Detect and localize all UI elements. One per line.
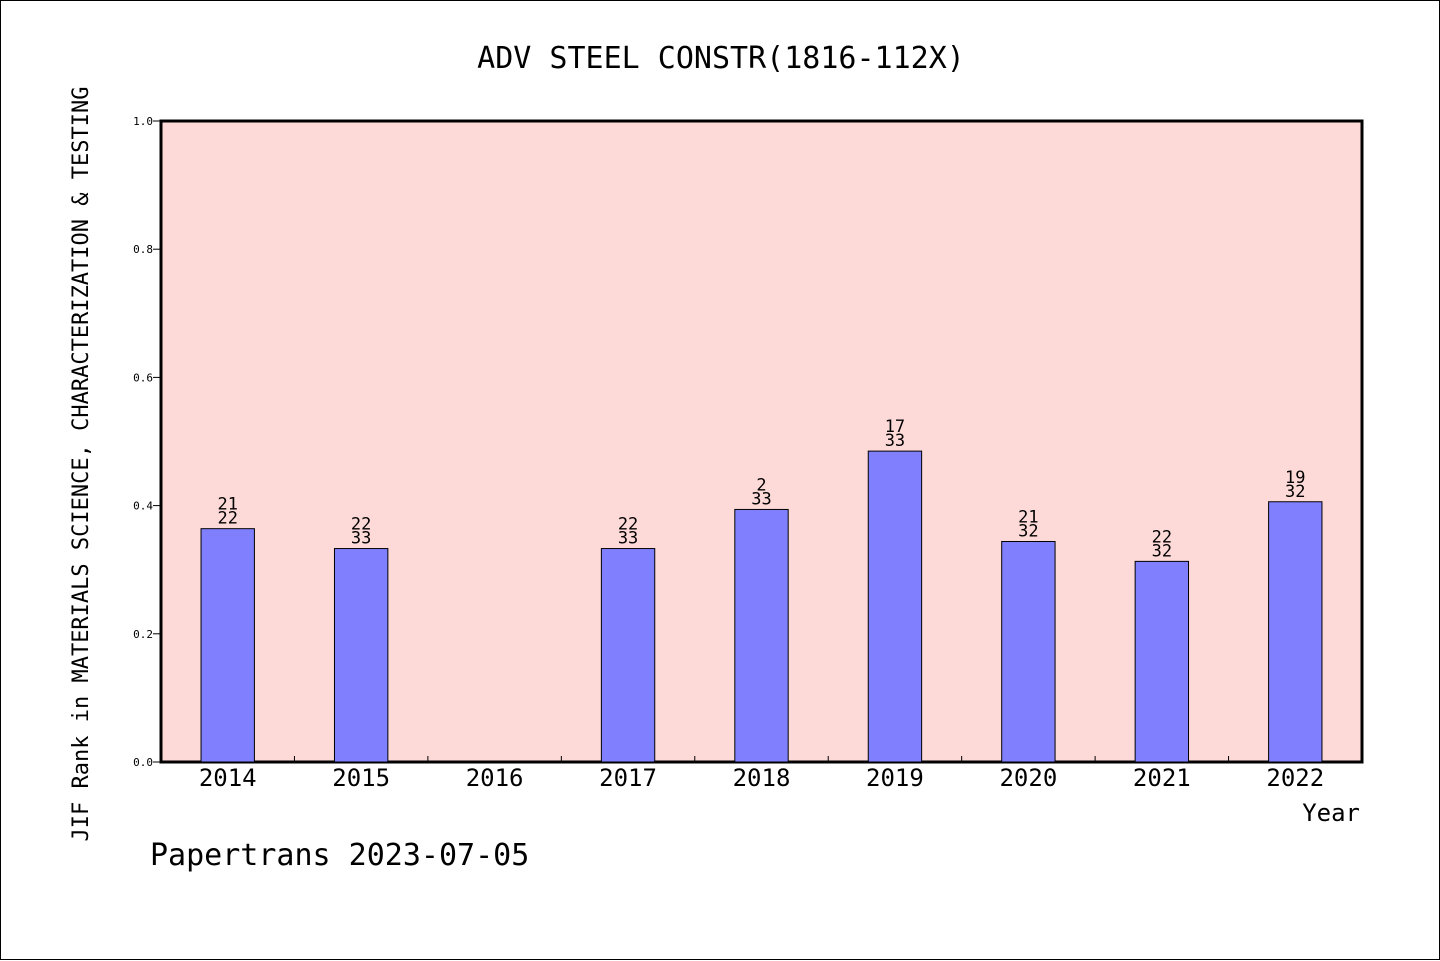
bar-total-label: 32 (1152, 541, 1172, 561)
y-tick-label: 0.2 (133, 628, 153, 641)
y-tick-label: 0.8 (133, 243, 153, 256)
bar-rank-label: 21 (217, 495, 237, 515)
bar-rank-label: 21 (1018, 507, 1038, 527)
bar-rank-label: 19 (1285, 468, 1305, 488)
footer-credit: Papertrans 2023-07-05 (150, 838, 529, 873)
y-tick-label: 0.6 (133, 371, 153, 384)
y-tick-label: 0.4 (133, 500, 153, 513)
bar-2020 (1001, 540, 1056, 763)
y-axis-ticks: 0.0 0.2 0.4 0.6 0.8 1.0 (133, 115, 161, 769)
bar-total-label: 33 (751, 489, 771, 509)
bar-2019 (867, 450, 923, 763)
bar-total-label: 32 (1285, 482, 1305, 502)
bar-total-label: 33 (351, 529, 371, 549)
bar-2018 (734, 508, 789, 763)
x-tick-label: 2019 (866, 764, 924, 792)
x-tick-label: 2015 (332, 764, 390, 792)
bar-total-label: 33 (885, 431, 905, 451)
bar-total-label: 33 (618, 529, 638, 549)
bar-rank-label: 22 (351, 515, 371, 535)
y-tick-label: 0.0 (133, 756, 153, 769)
bar-total-label: 32 (1018, 521, 1038, 541)
bar-2022 (1268, 501, 1323, 763)
x-tick-label: 2021 (1133, 764, 1191, 792)
bar-rank-label: 22 (618, 515, 638, 535)
y-tick-label: 1.0 (133, 115, 153, 128)
bar-2021 (1134, 560, 1190, 763)
bars (200, 450, 1323, 763)
x-axis-ticks (293, 756, 1230, 762)
x-tick-label: 2020 (999, 764, 1057, 792)
bar-total-label: 22 (217, 509, 237, 529)
bar-rank-label: 22 (1152, 527, 1172, 547)
x-tick-label: 2018 (733, 764, 791, 792)
x-tick-label: 2016 (466, 764, 524, 792)
x-tick-label: 2017 (599, 764, 657, 792)
bar-2017 (600, 548, 656, 763)
bar-rank-label: 17 (885, 417, 905, 437)
bar-2014 (200, 528, 255, 763)
x-tick-label: 2014 (199, 764, 257, 792)
y-axis-label: JIF Rank in MATERIALS SCIENCE, CHARACTER… (69, 87, 94, 842)
bar-2015 (333, 548, 389, 763)
x-tick-label: 2022 (1266, 764, 1324, 792)
bar-rank-label: 2 (756, 475, 766, 495)
x-axis-label: Year (1302, 799, 1360, 827)
chart-title: ADV STEEL CONSTR(1816-112X) (477, 41, 965, 76)
x-axis-tick-labels: 2014 2015 2016 2017 2018 2019 2020 2021 2022 (199, 764, 1324, 792)
